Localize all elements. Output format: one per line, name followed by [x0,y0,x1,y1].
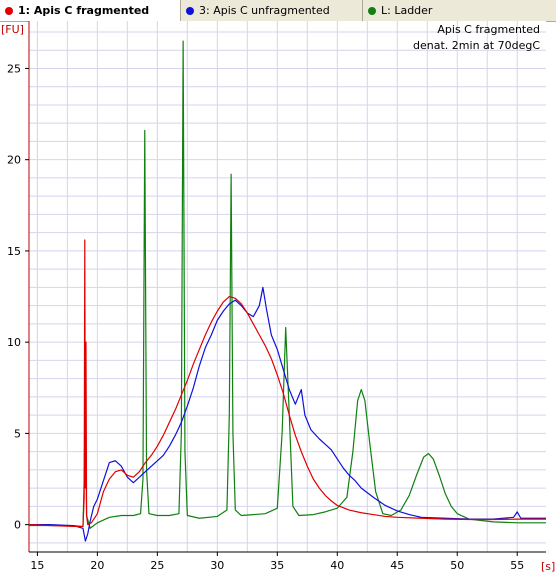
y-tick-label: 15 [7,245,21,258]
y-tick-label: 0 [14,519,21,532]
plot-area [29,21,546,552]
y-axis-unit: [FU] [1,23,24,36]
tab-apis-c-unfragmented[interactable]: 3: Apis C unfragmented [181,0,363,21]
tab-label: 1: Apis C fragmented [18,4,150,17]
series-layer [28,40,546,542]
circle-icon [368,6,376,15]
series-line-3 [29,40,546,529]
x-axis-unit: [s] [541,560,555,573]
x-tick-label: 20 [90,559,104,572]
x-tick-label: 55 [510,559,524,572]
sample-tab-bar: 1: Apis C fragmented 3: Apis C unfragmen… [0,0,556,22]
y-tick-label: 10 [7,336,21,349]
x-tick-label: 50 [450,559,464,572]
series-line-1 [28,239,546,528]
grid [29,21,546,552]
tab-label: L: Ladder [381,4,433,17]
x-tick-label: 30 [210,559,224,572]
x-tick-label: 15 [30,559,44,572]
axes: 0 5 10 15 20 25 15 20 25 30 35 40 45 50 55 [7,21,546,572]
x-tick-label: 45 [390,559,404,572]
tab-apis-c-fragmented[interactable]: 1: Apis C fragmented [0,0,181,21]
tab-label: 3: Apis C unfragmented [199,4,330,17]
tab-ladder[interactable]: L: Ladder [363,0,556,21]
annotation-line-1: Apis C fragmented [437,23,540,36]
x-tick-label: 35 [270,559,284,572]
electropherogram-chart: 0 5 10 15 20 25 15 20 25 30 35 40 45 50 55 [FU] [s] Ap… [1,21,555,573]
circle-icon [186,6,194,15]
y-tick-label: 5 [14,427,21,440]
annotation-line-2: denat. 2min at 70degC [413,39,540,52]
circle-icon [5,6,13,15]
y-tick-label: 25 [7,62,21,75]
x-tick-label: 25 [150,559,164,572]
x-tick-label: 40 [330,559,344,572]
y-tick-label: 20 [7,154,21,167]
